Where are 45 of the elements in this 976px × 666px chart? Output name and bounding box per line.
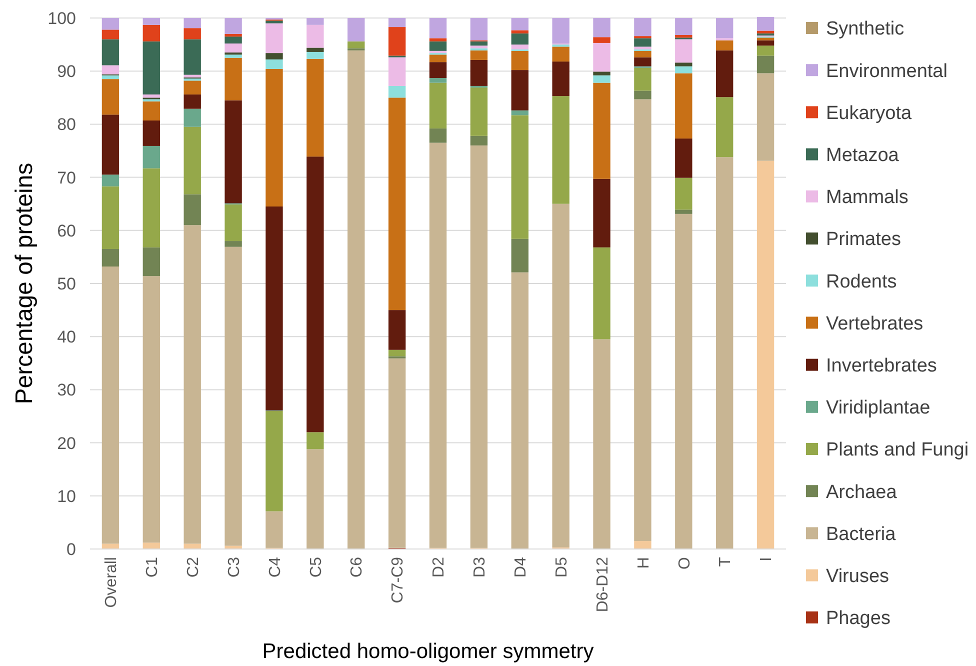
legend-label: Archaea [826, 482, 898, 503]
legend-label: Viruses [826, 566, 890, 587]
legend-label: Viridiplantae [826, 398, 930, 419]
legend-label: Eukaryota [826, 102, 912, 124]
x-tick-label: C6 [348, 556, 366, 578]
y-tick-label: 90 [57, 62, 76, 82]
x-tick-label: D6-D12 [594, 556, 612, 612]
legend-label: Rodents [826, 271, 897, 292]
legend-label: Plants and Fungi [826, 440, 969, 461]
x-axis-title: Predicted homo-oligomer symmetry [262, 640, 594, 663]
x-tick-label: C5 [308, 556, 325, 578]
x-tick-label: D3 [472, 556, 489, 578]
legend-label: Metazoa [826, 144, 900, 166]
legend-label: Vertebrates [826, 313, 924, 334]
y-tick-label: 10 [57, 486, 76, 506]
x-tick-label: C7-C9 [390, 556, 407, 604]
y-tick-label: 20 [57, 434, 76, 453]
x-tick-label: D4 [512, 556, 530, 578]
x-tick-label: D2 [430, 556, 448, 578]
y-tick-label: 30 [57, 380, 76, 400]
y-tick-label: 100 [48, 8, 76, 28]
legend-label: Bacteria [826, 524, 896, 545]
x-tick-label: O [676, 557, 694, 570]
y-tick-label: 40 [57, 328, 76, 347]
x-tick-label: Overall [103, 557, 120, 608]
y-tick-label: 0 [66, 540, 76, 559]
x-tick-label: C3 [226, 556, 243, 578]
legend-label: Phages [826, 608, 890, 630]
y-tick-label: 60 [57, 221, 76, 240]
x-tick-label: C4 [266, 556, 284, 578]
x-tick-label: I [758, 557, 776, 562]
legend-label: Mammals [826, 187, 908, 208]
x-tick-label: C1 [144, 556, 162, 578]
y-tick-label: 80 [57, 115, 76, 134]
x-tick-label: T [717, 556, 734, 567]
x-tick-label: C2 [184, 556, 202, 578]
legend-label: Synthetic [826, 18, 904, 40]
y-tick-label: 50 [57, 274, 76, 294]
legend-label: Environmental [826, 60, 948, 82]
legend-label: Primates [826, 229, 901, 250]
y-axis-title: Percentage of proteins [11, 162, 38, 404]
x-tick-label: D5 [553, 556, 570, 578]
legend-label: Invertebrates [826, 355, 937, 376]
x-tick-label: H [635, 557, 652, 569]
y-tick-label: 70 [57, 168, 76, 188]
